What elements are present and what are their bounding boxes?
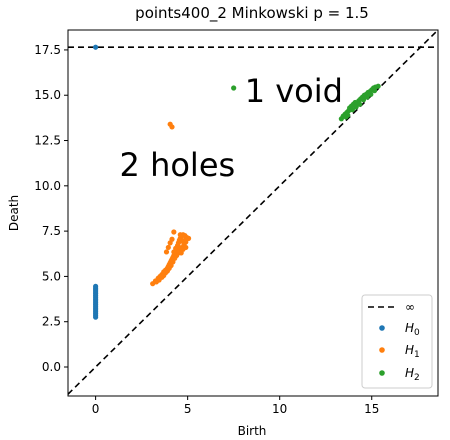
- point-h2: [368, 91, 374, 97]
- plot-frame: [67, 29, 439, 397]
- x-tick-label: 10: [272, 402, 287, 416]
- point-h1: [171, 229, 177, 235]
- x-tick-label: 5: [184, 402, 192, 416]
- point-h0: [93, 283, 99, 289]
- legend-box: [361, 294, 433, 389]
- y-tick-label: 12.5: [34, 134, 61, 148]
- point-h2: [345, 112, 351, 118]
- legend-label: ∞: [405, 300, 415, 314]
- x-tick-label: 15: [364, 402, 379, 416]
- x-tick-label: 0: [92, 402, 100, 416]
- legend-point-marker: [379, 325, 385, 331]
- annotation-label: 1 void: [245, 72, 343, 110]
- y-axis: 0.0 2.5 5.0 7.5 10.0 12.5 15.0 17.5: [34, 43, 68, 374]
- chart-title: points400_2 Minkowski p = 1.5: [135, 4, 369, 23]
- point-h0: [93, 44, 99, 50]
- annotation-label: 2 holes: [120, 146, 236, 184]
- point-h1: [178, 250, 184, 256]
- point-h2: [231, 85, 237, 91]
- y-axis-label: Death: [7, 195, 21, 231]
- x-axis-label: Birth: [238, 424, 267, 438]
- point-h2: [375, 83, 381, 89]
- legend-point-marker: [379, 370, 385, 376]
- point-h1: [177, 232, 183, 238]
- point-h2: [371, 88, 378, 94]
- y-tick-label: 5.0: [42, 269, 61, 283]
- point-h1: [153, 279, 159, 285]
- y-tick-label: 10.0: [34, 179, 61, 193]
- point-h1: [163, 249, 170, 255]
- y-tick-label: 0.0: [42, 360, 61, 374]
- y-tick-label: 2.5: [42, 315, 61, 329]
- point-h1: [169, 124, 175, 130]
- y-tick-label: 17.5: [34, 43, 61, 57]
- point-h2: [353, 104, 359, 110]
- point-h1: [165, 244, 171, 251]
- point-h1: [182, 237, 188, 243]
- y-tick-label: 7.5: [42, 224, 61, 238]
- y-tick-label: 15.0: [34, 88, 61, 102]
- point-h1: [167, 240, 173, 246]
- plot-marks: [68, 30, 438, 395]
- point-h2: [357, 101, 363, 107]
- legend-point-marker: [379, 347, 385, 353]
- point-h2: [360, 97, 367, 103]
- point-h2: [364, 94, 370, 100]
- point-h2: [349, 107, 356, 113]
- point-h1: [171, 249, 177, 255]
- x-axis: 0 5 10 15: [92, 396, 379, 416]
